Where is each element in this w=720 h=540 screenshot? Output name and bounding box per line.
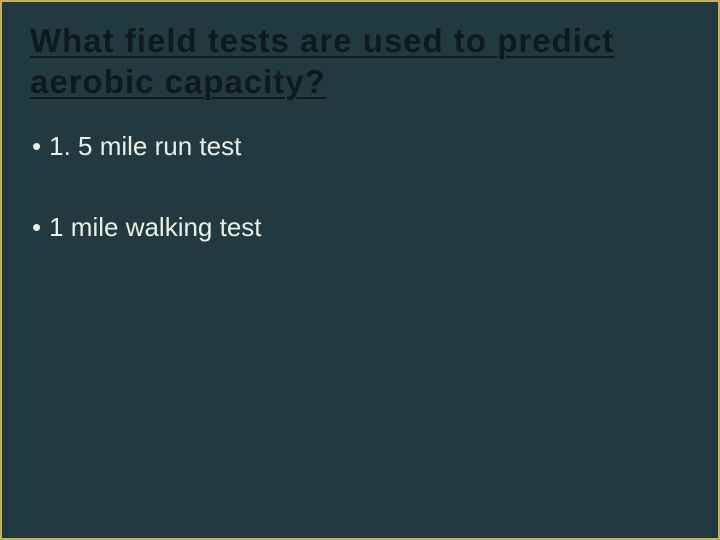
slide: What field tests are used to predict aer… bbox=[0, 0, 720, 540]
bullet-text: 1. 5 mile run test bbox=[49, 131, 241, 161]
list-item: • 1 mile walking test bbox=[32, 212, 690, 243]
bullet-marker: • bbox=[32, 212, 41, 243]
bullet-text: 1 mile walking test bbox=[49, 212, 261, 242]
bullet-marker: • bbox=[32, 131, 41, 162]
list-item: • 1. 5 mile run test bbox=[32, 131, 690, 162]
slide-title: What field tests are used to predict aer… bbox=[30, 20, 690, 103]
